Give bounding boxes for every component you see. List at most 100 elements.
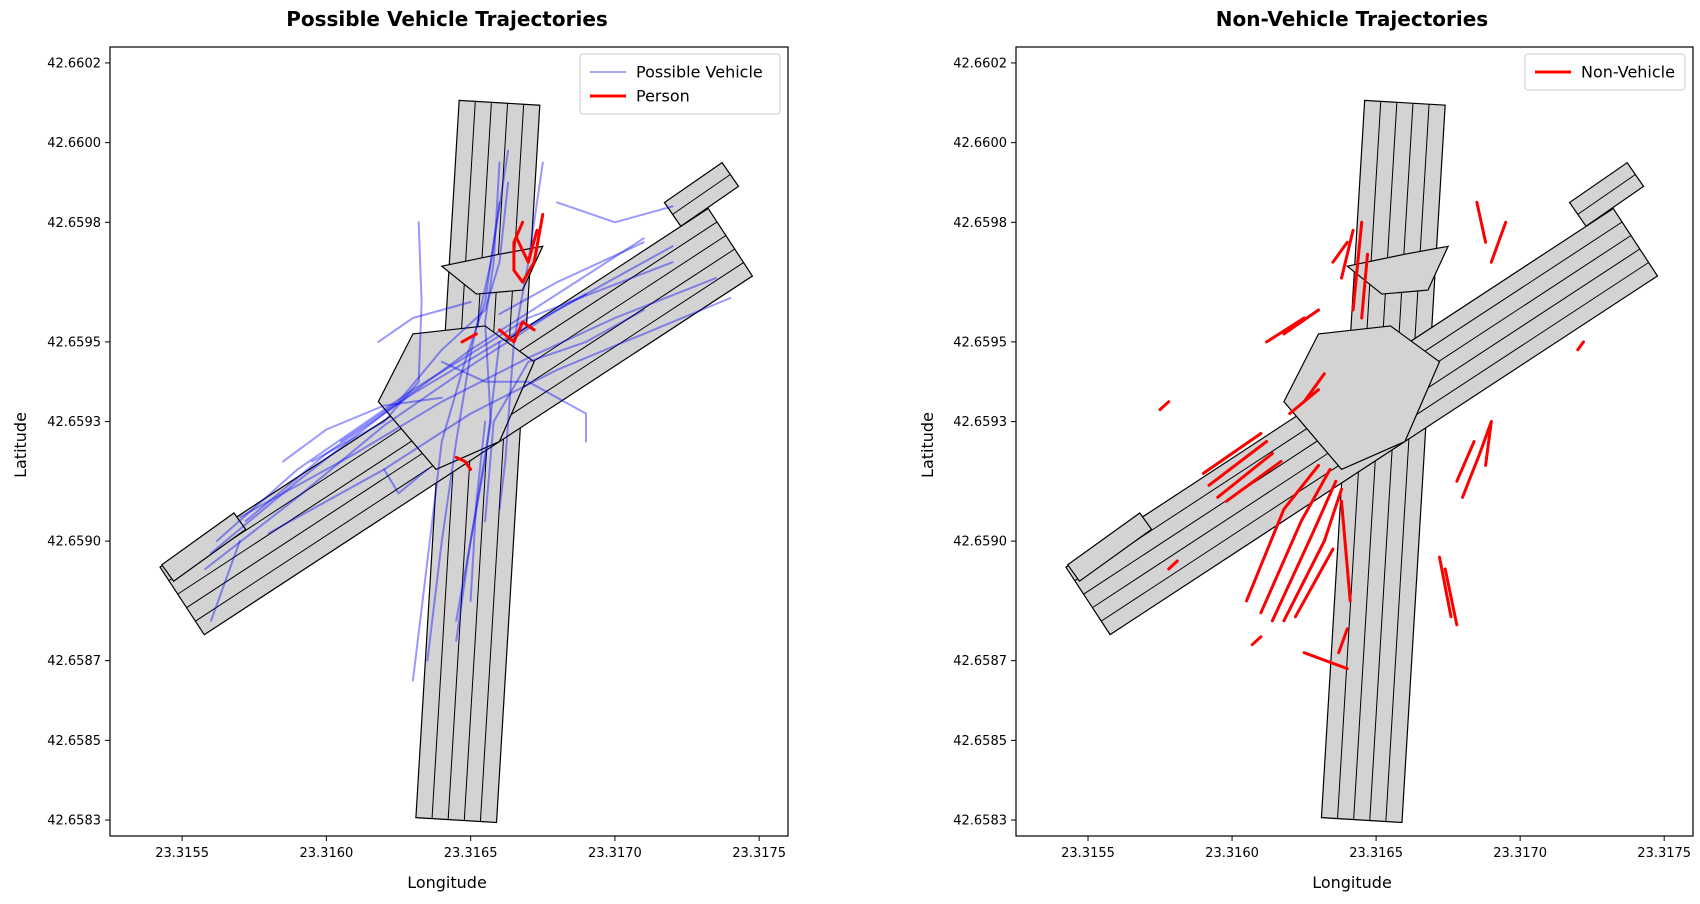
left-chart-title: Possible Vehicle Trajectories [286,7,608,31]
trajectory-line [267,297,732,535]
trajectory-line [339,181,510,443]
y-tick-label: 42.6595 [953,335,1007,350]
trajectory-line [210,237,645,555]
trajectory-line [411,201,501,682]
trajectory-line [512,212,545,284]
y-tick-label: 42.6593 [47,415,101,430]
trajectory-line [455,161,501,622]
x-tick-label: 23.3175 [732,846,786,861]
trajectory-line [1282,308,1320,336]
trajectory-line [1216,452,1274,499]
trajectory-line [1302,372,1326,404]
trajectory-line [1201,432,1263,475]
trajectory-line [1245,463,1320,603]
legend-box [1524,53,1686,91]
y-tick-label: 42.6590 [47,535,101,550]
trajectory-line [1259,467,1332,615]
left-x-axis-label: Longitude [407,873,487,892]
trajectory-line [282,396,443,463]
y-tick-label: 42.6585 [47,734,101,749]
trajectory-line [1475,200,1488,244]
trajectory-line [1489,220,1508,264]
y-tick-label: 42.6595 [47,335,101,350]
left-panel: Possible Vehicle Trajectories Longitude … [11,7,789,892]
trajectory-line [1443,567,1459,627]
left-road-map [159,99,754,824]
lane-divider [463,103,509,821]
trajectory-line [215,261,674,543]
left-series-possible-vehicle [204,149,732,682]
trajectory-line [1455,440,1476,483]
right-panel: Non-Vehicle Trajectories Longitude Latit… [918,7,1694,892]
y-tick-label: 42.6600 [953,136,1007,151]
right-series-non-vehicle [1158,200,1585,671]
y-tick-label: 42.6590 [953,535,1007,550]
left-legend: Possible Vehicle Person [579,53,781,115]
junction-area [377,325,535,471]
trajectory-line [1360,252,1369,320]
trajectory-line [1158,400,1171,412]
x-tick-label: 23.3170 [1493,846,1547,861]
right-x-axis-label: Longitude [1312,873,1392,892]
right-legend: Non-Vehicle [1524,53,1686,91]
trajectory-line [460,332,478,344]
trajectory-line [1461,420,1493,499]
lane-divider [1577,174,1636,215]
x-tick-label: 23.3170 [588,846,642,861]
lane-divider [672,174,731,215]
y-tick-label: 42.6585 [953,734,1007,749]
trajectory-line [1207,440,1269,487]
trajectory-line [454,455,473,471]
junction-area [1283,325,1441,471]
trajectory-line [383,468,429,495]
right-chart-title: Non-Vehicle Trajectories [1216,7,1488,31]
y-tick-label: 42.6598 [47,216,101,231]
trajectory-line [498,241,645,315]
trajectory-line [238,277,717,519]
trajectory-line [210,540,241,622]
trajectory-line [1293,547,1335,619]
trajectory-line [484,309,645,523]
trajectory-line [1282,487,1343,623]
y-tick-label: 42.6602 [47,56,101,71]
trajectory-line [1224,459,1283,503]
right-axes-frame [1015,46,1694,837]
trajectory-line [1265,316,1306,344]
y-tick-label: 42.6583 [47,814,101,829]
road-segment [160,512,247,583]
x-tick-label: 23.3175 [1637,846,1691,861]
right-road-map [1065,99,1659,824]
x-tick-label: 23.3165 [1349,846,1403,861]
right-y-axis-label: Latitude [918,412,937,478]
y-tick-label: 42.6602 [953,56,1007,71]
trajectory-line [498,320,536,344]
y-tick-label: 42.6598 [953,216,1007,231]
turn-channel [440,245,544,295]
legend-label: Non-Vehicle [1581,63,1675,82]
trajectory-line [1340,499,1352,603]
trajectory-line [1167,559,1179,571]
x-tick-label: 23.3160 [1205,846,1259,861]
x-tick-label: 23.3160 [300,846,354,861]
left-y-axis-label: Latitude [11,412,30,478]
x-tick-label: 23.3155 [1061,846,1115,861]
trajectory-line [1250,635,1263,647]
trajectory-line [1331,240,1349,264]
legend-label: Person [636,87,690,106]
trajectory-line [1337,627,1349,655]
road-segment [1066,512,1153,583]
trajectory-line [204,245,674,570]
lane-divider [479,104,525,822]
trajectory-line [455,340,501,642]
trajectory-line [440,360,587,443]
trajectory-line [311,221,423,463]
y-tick-label: 42.6600 [47,136,101,151]
legend-label: Possible Vehicle [636,63,763,82]
left-axes-frame [109,46,789,837]
x-tick-label: 23.3165 [444,846,498,861]
trajectory-line [1340,228,1355,280]
lane-divider [1385,104,1430,822]
turn-channel [1345,245,1450,295]
legend-box [579,53,781,115]
